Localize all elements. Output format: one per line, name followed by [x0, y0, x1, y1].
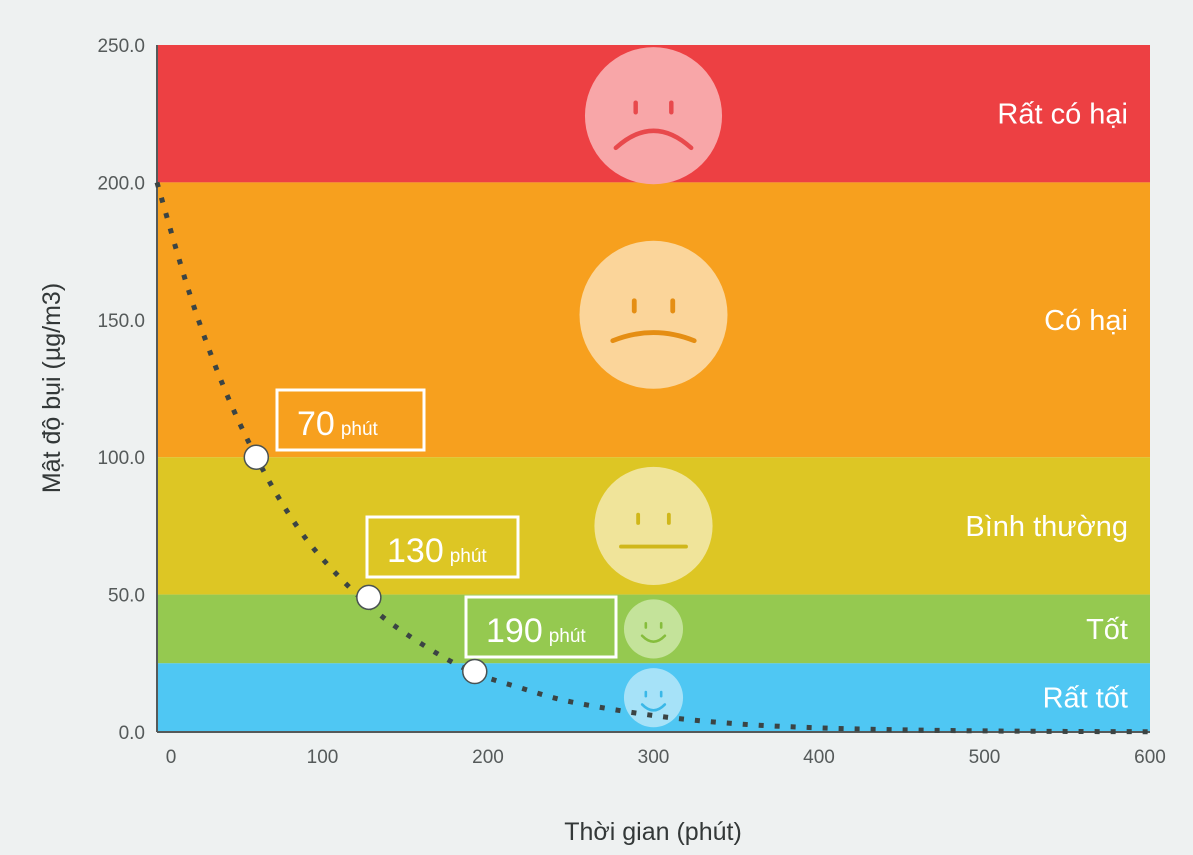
zone-faces	[579, 47, 728, 728]
callout-number-2: 190	[486, 612, 543, 650]
callout-text-0: 70 phút	[297, 405, 379, 443]
curve-marker-0	[243, 444, 270, 470]
y-tick-label: 50.0	[108, 586, 145, 607]
zone-label-3: Tốt	[1086, 614, 1128, 646]
callout-box-2	[464, 595, 618, 659]
face-icon-smile-4	[623, 668, 684, 728]
zone-label-1: Có hại	[1044, 305, 1128, 337]
callout-box-0	[275, 388, 426, 452]
callout-number-0: 70	[297, 405, 335, 443]
curve-marker-2	[462, 658, 488, 685]
x-tick-label: 200	[472, 747, 504, 768]
face-icon-very-sad-0	[584, 47, 723, 185]
face-circle-0	[584, 47, 723, 185]
x-tick-label: 500	[969, 747, 1001, 768]
x-tick-label: 300	[638, 747, 670, 768]
y-tick-label: 200.0	[97, 173, 145, 194]
callout-unit-1: phút	[450, 546, 488, 567]
face-circle-1	[579, 240, 728, 389]
y-tick-labels: 0.0 50.0 100.0 150.0 200.0 250.0	[97, 36, 145, 744]
y-axis-title: Mật độ bụi (µg/m3)	[38, 283, 66, 493]
zone-labels: Rất có hại Có hại Bình thường Tốt Rất tốt	[965, 99, 1128, 715]
zone-label-4: Rất tốt	[1043, 683, 1128, 715]
callout-text-2: 190 phút	[486, 612, 586, 650]
face-circle-2	[594, 466, 713, 585]
callout-1: 130 phút	[365, 515, 520, 579]
face-circle-4	[623, 668, 684, 728]
callout-text-1: 130 phút	[387, 532, 487, 570]
curve-markers	[243, 444, 488, 685]
face-icon-smile-3	[623, 599, 684, 659]
face-mouth-0	[613, 128, 694, 151]
x-axis-title: Thời gian (phút)	[564, 818, 742, 846]
face-mouth-3	[640, 634, 667, 643]
zone-label-2: Bình thường	[965, 511, 1128, 543]
callout-box-1	[365, 515, 520, 579]
y-tick-label: 100.0	[97, 448, 145, 469]
y-tick-label: 150.0	[97, 311, 145, 332]
x-tick-label: 600	[1134, 747, 1166, 768]
callout-0: 70 phút	[275, 388, 426, 452]
time-callouts: 70 phút 130 phút 190 phút	[275, 388, 618, 659]
y-tick-label: 0.0	[119, 723, 145, 744]
x-tick-labels: 0 100 200 300 400 500 600	[166, 747, 1166, 768]
face-circle-3	[623, 599, 684, 659]
curve-marker-1	[356, 584, 382, 611]
face-icon-sad-1	[579, 240, 728, 389]
zone-label-0: Rất có hại	[997, 99, 1128, 131]
x-tick-label: 0	[166, 747, 177, 768]
callout-number-1: 130	[387, 532, 444, 570]
x-tick-label: 400	[803, 747, 835, 768]
callout-2: 190 phút	[464, 595, 618, 659]
face-icon-neutral-2	[594, 466, 713, 585]
face-mouth-1	[610, 330, 697, 344]
x-tick-label: 100	[307, 747, 339, 768]
face-mouth-4	[640, 703, 667, 712]
callout-unit-2: phút	[549, 626, 587, 647]
y-tick-label: 250.0	[97, 36, 145, 57]
callout-unit-0: phút	[341, 419, 379, 440]
